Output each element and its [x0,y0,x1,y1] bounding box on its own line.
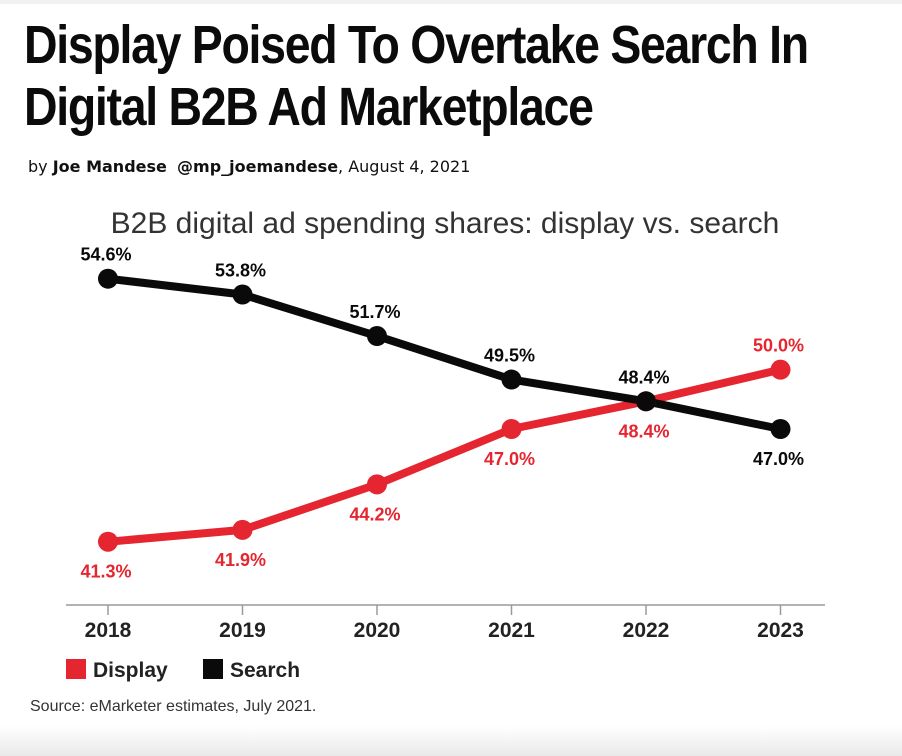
legend-label-search: Search [230,659,300,682]
data-point-search [501,369,522,390]
legend-swatch-search [203,659,223,679]
data-point-display [367,474,387,495]
data-point-display [501,419,522,439]
data-label-display: 50.0% [753,336,804,356]
headline: Display Poised To Overtake Search In Dig… [24,14,809,138]
headline-line-2: Digital B2B Ad Marketplace [24,77,594,137]
data-label-search: 51.7% [349,302,400,322]
data-point-search [770,419,791,439]
data-label-display: 41.9% [215,550,266,570]
legend-swatch-display [66,659,86,679]
legend-label-display: Display [93,659,168,682]
twitter-handle-link[interactable]: @mp_joemandese [177,157,339,176]
data-point-search [636,391,656,412]
series-line-display [104,365,785,546]
chart-source: Source: eMarketer estimates, July 2021. [30,698,316,715]
data-label-search: 53.8% [215,261,266,281]
x-tick-label: 2020 [354,619,401,642]
data-point-search [232,284,253,305]
data-label-display: 47.0% [484,449,535,469]
top-rule [0,0,902,4]
data-label-search: 54.6% [80,245,131,265]
series-lines [104,274,785,546]
data-point-search [98,268,118,289]
headline-line-1: Display Poised To Overtake Search In [24,15,809,75]
data-labels: 41.3% 41.9% 44.2% 47.0% 48.4% 50.0% 54.6% 53.8%… [80,245,804,582]
data-label-display: 48.4% [618,421,669,441]
data-label-search: 49.5% [484,346,535,366]
data-label-search: 48.4% [618,367,669,387]
data-label-display: 41.3% [80,562,131,582]
data-label-display: 44.2% [349,504,400,524]
byline-prefix: by [28,157,48,176]
series-points [98,268,791,552]
x-tick-label: 2018 [85,619,132,642]
series-line-search [104,274,785,433]
publish-date: August 4, 2021 [348,157,471,176]
x-tick-label: 2021 [488,619,535,642]
x-tick-label: 2019 [219,619,266,642]
chart-title: B2B digital ad spending shares: display … [111,207,780,240]
data-point-search [367,326,387,347]
data-point-display [770,359,791,380]
legend: Display Search [66,659,300,682]
line-chart: B2B digital ad spending shares: display … [30,207,825,715]
x-tick-label: 2022 [623,619,670,642]
x-tick-label: 2023 [757,619,804,642]
bottom-shade [0,726,902,756]
author-link[interactable]: Joe Mandese [52,157,167,176]
data-point-display [98,531,118,552]
x-axis-ticks: 2018 2019 2020 2021 2022 2023 [85,605,804,642]
chart-container: B2B digital ad spending shares: display … [0,195,902,725]
data-point-display [232,519,253,540]
data-label-search: 47.0% [753,449,804,469]
byline: by Joe Mandese @mp_joemandese, August 4,… [28,157,471,176]
